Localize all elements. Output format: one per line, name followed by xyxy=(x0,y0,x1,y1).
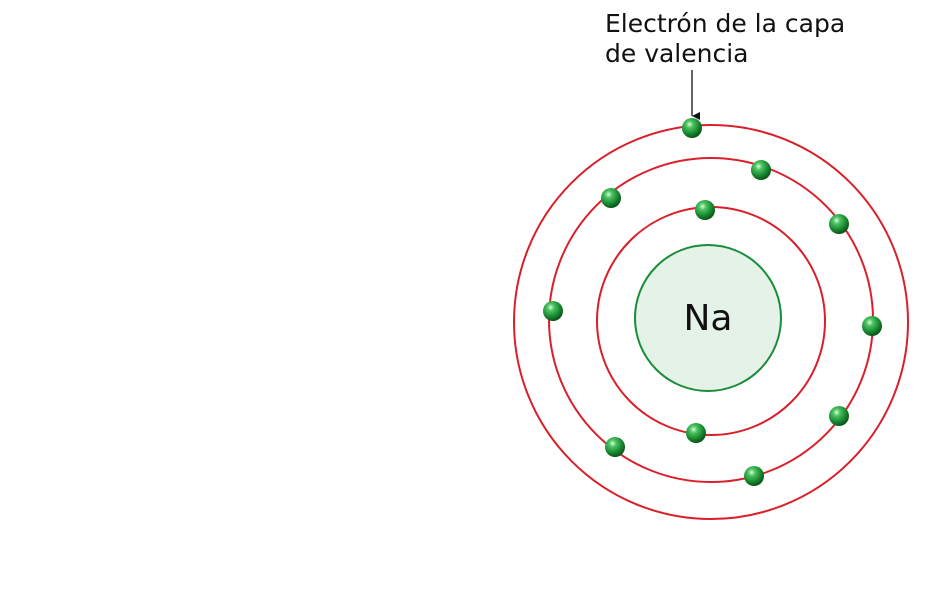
annotation-line-1: Electrón de la capa xyxy=(605,9,845,38)
electron-middle-1 xyxy=(751,160,771,180)
electron-middle-7 xyxy=(543,301,563,321)
electron-middle-2 xyxy=(829,214,849,234)
electron-inner-2 xyxy=(686,423,706,443)
electron-valence xyxy=(682,118,702,138)
electron-middle-4 xyxy=(829,406,849,426)
shell-outer xyxy=(513,124,909,520)
electron-middle-5 xyxy=(744,466,764,486)
nucleus-symbol: Na xyxy=(684,298,733,339)
electron-middle-6 xyxy=(605,437,625,457)
electron-middle-8 xyxy=(601,188,621,208)
annotation-line-2: de valencia xyxy=(605,39,749,68)
nucleus xyxy=(634,244,782,392)
electron-inner-1 xyxy=(695,200,715,220)
electron-middle-3 xyxy=(862,316,882,336)
